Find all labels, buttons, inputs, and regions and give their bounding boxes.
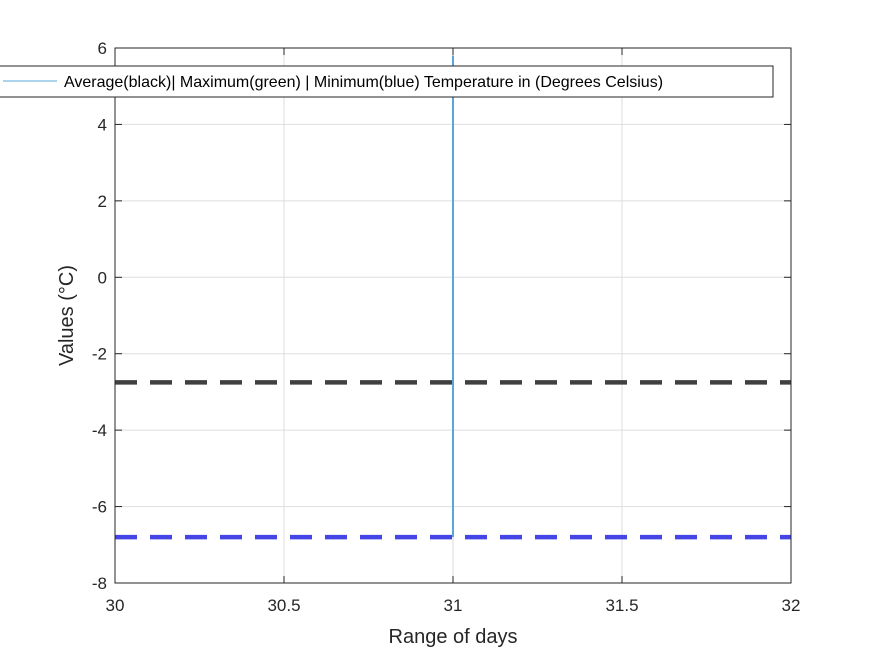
x-tick-label: 30.5 [267, 596, 300, 615]
y-tick-label: 2 [98, 192, 107, 211]
tick-labels: 30 30.5 31 31.5 32 -8 -6 -4 -2 0 2 4 6 [92, 39, 801, 615]
y-tick-label: 6 [98, 39, 107, 58]
y-tick-label: 4 [98, 115, 107, 134]
axis-ticks [114, 47, 792, 584]
reference-lines [115, 380, 791, 540]
legend: Average(black)| Maximum(green) | Minimum… [0, 65, 774, 98]
y-tick-label: 0 [98, 268, 107, 287]
y-tick-label: -2 [92, 345, 107, 364]
y-tick-label: -6 [92, 498, 107, 517]
y-axis-label: Values (°C) [56, 265, 78, 366]
x-tick-label: 31 [444, 596, 463, 615]
x-tick-label: 31.5 [605, 596, 638, 615]
y-tick-label: -8 [92, 574, 107, 593]
legend-box [0, 65, 774, 98]
y-tick-label: -4 [92, 421, 107, 440]
legend-entry-label: Average(black)| Maximum(green) | Minimum… [64, 74, 663, 91]
x-tick-label: 32 [782, 596, 801, 615]
x-axis-label: Range of days [389, 626, 518, 648]
x-tick-label: 30 [106, 596, 125, 615]
